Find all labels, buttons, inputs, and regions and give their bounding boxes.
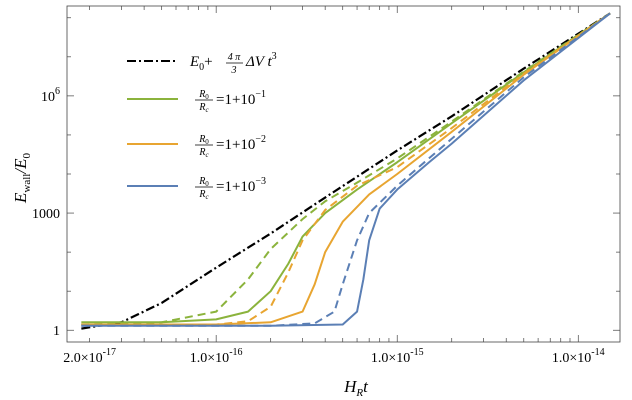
legend-item-1: E0+ 4 π 3 ΔV t3 [127,51,277,76]
minor-ticks [67,6,620,342]
series-line-7 [81,12,611,327]
svg-text:Ewall/E0: Ewall/E0 [11,153,33,204]
legend-label: =1+10−1 [216,89,266,108]
legend-frac-den: Rc [198,147,209,159]
legend-label: =1+10−2 [216,134,266,153]
y-tick-label: 1 [53,324,60,339]
series-line-4 [81,12,611,326]
legend-frac-den: Rc [198,189,209,201]
legend-frac-den: Rc [198,102,209,114]
x-tick-label: 2.0×10-17 [63,347,116,366]
legend-frac-den: 3 [231,65,237,76]
y-axis-label: Ewall/E0 [11,153,33,204]
plot-border [66,5,621,343]
x-tick-label: 1.0×10-15 [371,347,424,366]
series-layer [81,12,611,330]
legend-frac-num: R0 [198,134,209,146]
series-line-5 [81,12,611,326]
legend-frac-num: 4 π [228,52,242,63]
legend-label: E0+ [189,54,213,73]
plot-frame [66,5,621,343]
series-line-3 [81,12,611,326]
y-tick-label: 1000 [32,207,60,222]
legend-frac-num: R0 [198,89,209,101]
series-line-2 [81,12,611,324]
x-tick-label: 1.0×10-14 [552,347,605,366]
y-tick-label: 106 [41,86,60,105]
series-line-1 [81,12,611,330]
x-tick-label: 1.0×10-16 [190,347,243,366]
legend-frac-num: R0 [198,176,209,188]
legend-label-tail: ΔV t3 [245,51,277,70]
x-axis-label: HRt [343,377,369,399]
tick-layer: 2.0×10-17 1.0×10-16 1.0×10-15 1.0×10-14 1 100… [32,86,605,366]
series-line-6 [81,12,611,327]
legend-label: =1+10−3 [216,176,266,195]
